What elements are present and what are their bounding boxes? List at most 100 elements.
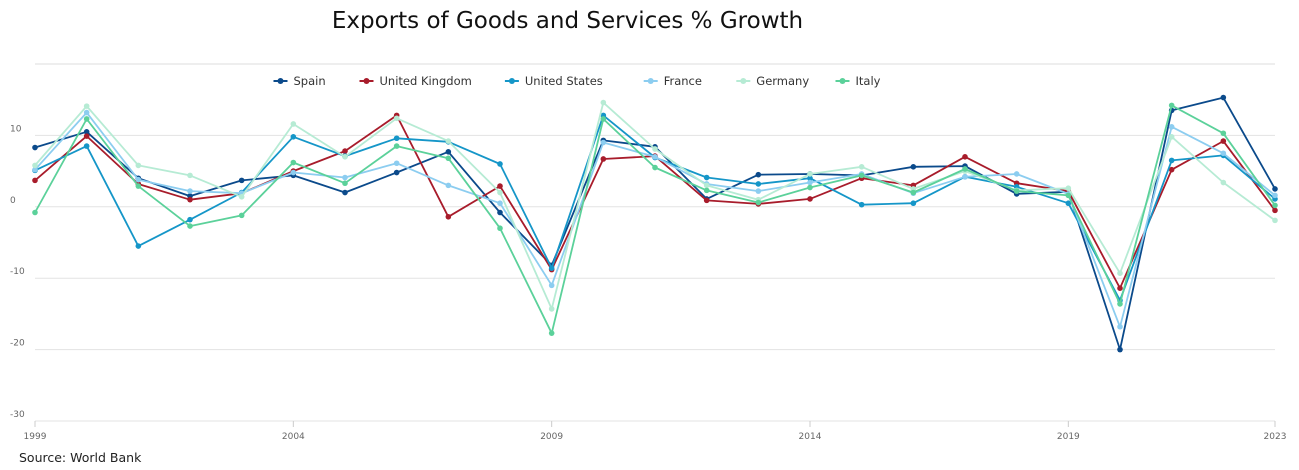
data-point [1272,207,1278,214]
legend-marker [508,78,515,84]
data-point [342,180,348,187]
data-point [652,154,658,160]
data-point [83,133,90,139]
data-point [83,103,90,109]
data-point [445,138,452,144]
data-point [1168,166,1175,173]
data-point [1220,94,1227,101]
series-line [34,104,1276,335]
legend-label: United Kingdom [380,74,472,88]
data-point [962,166,968,172]
data-point [290,169,297,176]
data-point [858,164,865,170]
data-point [600,139,607,146]
legend-marker [363,78,370,84]
data-point [135,183,142,189]
data-point [1220,179,1227,186]
data-point [1168,124,1175,130]
data-point [1272,202,1278,209]
data-point [187,172,193,179]
data-point [703,174,710,181]
data-point [83,109,90,116]
data-point [445,182,452,189]
data-point [32,209,38,216]
x-tick-label: 2023 [1264,432,1287,442]
data-point [393,115,400,122]
data-point [1220,130,1227,137]
data-point [342,148,348,154]
x-tick-label: 2009 [540,432,563,442]
data-point [807,196,813,202]
x-tick-label: 2014 [799,432,822,442]
data-point [1013,188,1020,194]
data-point [910,164,917,170]
data-point [238,194,245,200]
data-point [238,212,245,219]
data-point [910,200,917,207]
legend-label: Italy [856,74,881,88]
data-point [807,179,813,186]
data-point [83,143,90,149]
data-point [497,209,503,216]
data-point [548,330,555,336]
data-point [497,200,503,207]
data-point [1117,285,1123,291]
data-point [393,160,400,167]
data-point [135,243,142,249]
data-point [135,162,142,169]
y-tick-label: 0 [10,196,16,206]
x-tick-label: 1999 [24,432,47,442]
data-point [342,189,348,196]
data-point [1168,157,1175,164]
data-point [393,135,400,142]
data-point [1013,171,1020,177]
data-point [600,116,607,122]
data-point [445,149,452,155]
data-point [342,154,348,160]
data-point [1220,138,1227,144]
data-point [187,188,193,194]
data-point [497,183,503,189]
data-point [238,177,245,184]
legend-label: Germany [756,74,809,88]
data-point [83,129,90,135]
data-point [755,181,762,187]
data-point [1117,301,1123,307]
data-point [393,169,400,176]
data-point [1065,200,1072,207]
data-point [187,216,193,223]
legend-marker [647,78,654,84]
data-point [962,154,968,160]
data-point [187,223,193,229]
data-point [755,171,762,178]
legend-marker [277,78,284,84]
data-point [290,134,297,140]
data-point [1168,102,1175,109]
data-point [807,184,813,191]
data-point [1065,192,1072,199]
data-point [32,166,38,173]
data-point [548,265,555,272]
data-point [497,225,503,232]
chart-title: Exports of Goods and Services % Growth [331,8,804,34]
data-point [342,174,348,181]
data-point [548,282,555,289]
data-point [703,182,710,189]
x-tick-label: 2019 [1057,432,1080,442]
data-point [290,121,297,127]
data-point [393,143,400,149]
data-point [187,196,193,203]
data-point [1065,185,1072,192]
y-tick-label: 10 [10,124,22,134]
legend-label: Spain [294,74,326,88]
data-point [703,187,710,194]
data-point [497,189,503,196]
y-tick-label: -30 [10,410,25,420]
data-point [1272,217,1278,224]
data-point [548,306,555,312]
data-point [807,175,813,182]
data-point [652,164,658,171]
series-line [34,114,1276,290]
x-tick-label: 2004 [282,432,305,442]
data-point [703,197,710,204]
